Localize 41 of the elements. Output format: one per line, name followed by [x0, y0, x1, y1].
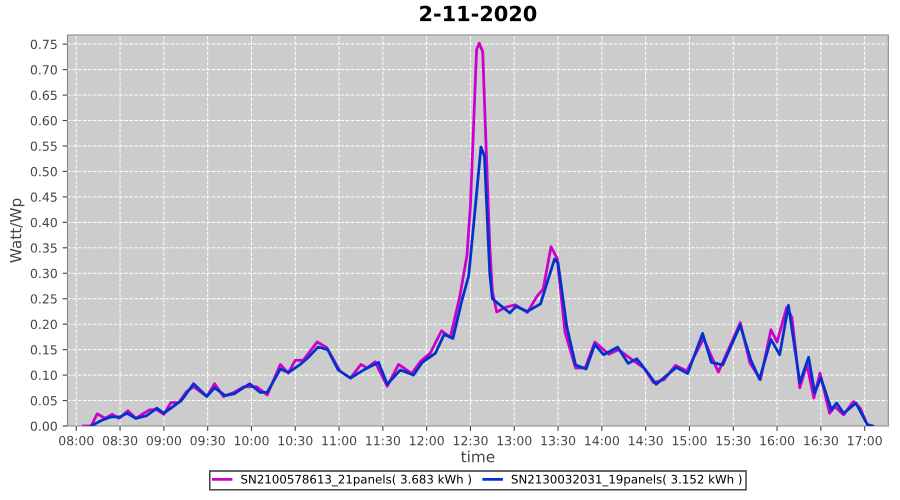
y-tick-label: 0.10 [30, 370, 57, 380]
y-tick-label: 0.70 [30, 65, 57, 75]
y-tick-label: 0.65 [30, 90, 57, 100]
y-tick-label: 0.35 [30, 243, 57, 253]
y-tick-label: 0.00 [30, 421, 57, 431]
y-tick-label: 0.20 [30, 320, 57, 330]
x-tick-label: 15:00 [672, 436, 707, 446]
x-tick-label: 11:00 [322, 436, 356, 446]
x-tick-label: 12:30 [454, 436, 488, 446]
line-series [90, 146, 874, 426]
x-tick-label: 16:00 [760, 436, 794, 446]
x-tick-label: 12:00 [410, 436, 444, 446]
x-tick-label: 17:00 [848, 436, 882, 446]
x-axis-title: time [461, 450, 494, 462]
x-tick-label: 08:30 [102, 436, 138, 446]
legend-label: SN2130032031_19panels( 3.152 kWh ) [512, 474, 742, 486]
x-tick-label: 14:30 [629, 436, 663, 446]
x-tick-label: 15:30 [716, 436, 750, 446]
y-axis-title: Watt/Wp [10, 198, 24, 263]
chart-title: 2-11-2020 [420, 6, 536, 22]
y-tick-label: 0.15 [30, 345, 57, 355]
legend-label: SN2100578613_21panels( 3.683 kWh ) [241, 474, 471, 486]
x-tick-label: 09:00 [146, 436, 182, 446]
x-tick-label: 13:00 [498, 436, 532, 446]
y-tick-label: 0.50 [30, 166, 57, 176]
y-tick-label: 0.45 [30, 192, 57, 202]
x-tick-label: 13:30 [541, 436, 576, 446]
x-tick-label: 10:00 [234, 436, 269, 446]
x-tick-label: 10:30 [278, 436, 312, 446]
y-tick-label: 0.30 [30, 268, 57, 278]
x-tick-label: 16:30 [804, 436, 838, 446]
x-tick-label: 14:00 [585, 436, 620, 446]
y-tick-label: 0.05 [30, 396, 57, 406]
y-tick-label: 0.55 [30, 141, 57, 151]
x-tick-label: 09:30 [190, 436, 225, 446]
x-tick-label: 08:00 [59, 436, 94, 446]
y-tick-label: 0.75 [30, 40, 57, 50]
x-tick-label: 11:30 [366, 436, 400, 446]
y-tick-label: 0.25 [30, 294, 57, 304]
y-tick-label: 0.60 [30, 116, 57, 126]
y-tick-label: 0.40 [30, 218, 57, 228]
